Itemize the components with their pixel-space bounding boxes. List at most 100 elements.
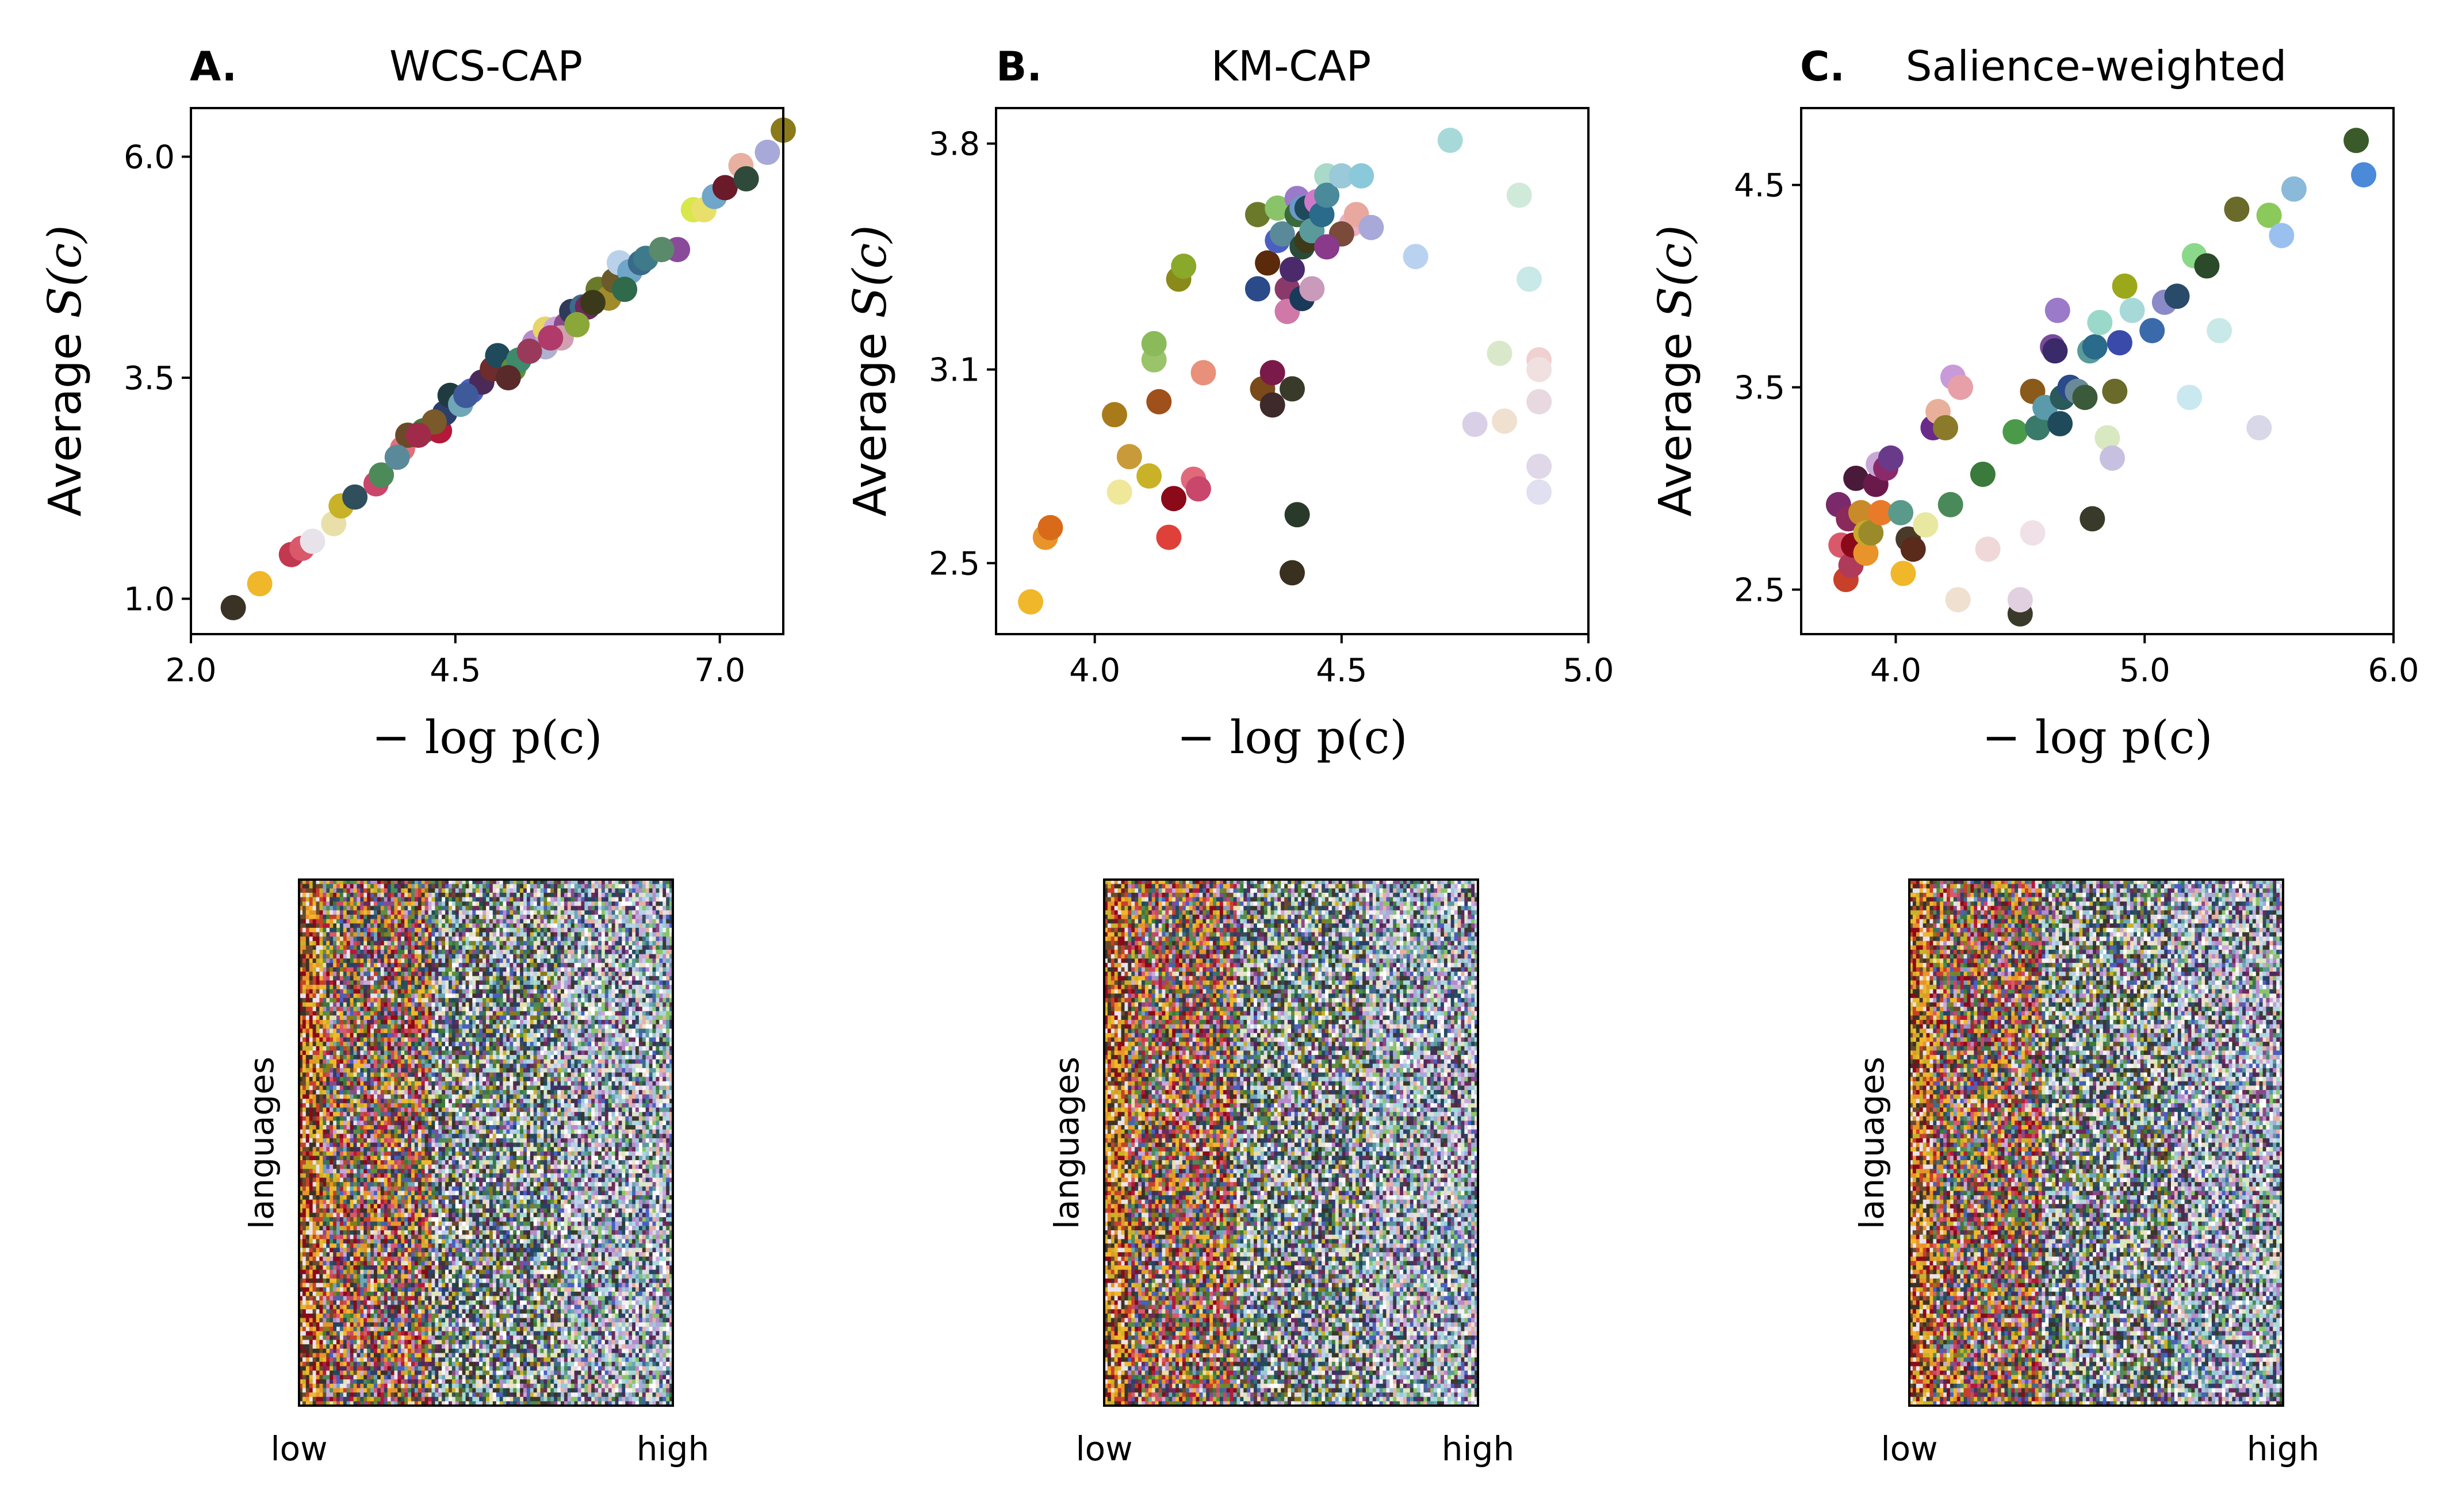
matrix-cell <box>336 1095 340 1099</box>
matrix-cell <box>309 1340 313 1345</box>
matrix-cell <box>323 1073 327 1077</box>
matrix-cell <box>323 1261 327 1265</box>
matrix-cell <box>343 901 347 906</box>
matrix-cell <box>330 1283 334 1288</box>
matrix-cell <box>333 954 337 959</box>
matrix-cell <box>343 1300 347 1305</box>
matrix-cell <box>326 950 330 954</box>
matrix-cell <box>319 1152 323 1156</box>
matrix-cell <box>319 1160 323 1165</box>
matrix-cell <box>313 1007 317 1011</box>
matrix-cell <box>323 1134 327 1138</box>
matrix-cell <box>323 1371 327 1375</box>
matrix-cell <box>306 884 310 889</box>
matrix-cell <box>306 980 310 985</box>
matrix-cell <box>313 1362 317 1367</box>
matrix-cell <box>333 1270 337 1275</box>
matrix-cell <box>330 1384 334 1388</box>
matrix-cell <box>336 1208 340 1213</box>
matrix-cell <box>343 1050 347 1055</box>
matrix-cell <box>302 1397 307 1402</box>
matrix-cell <box>347 1020 351 1024</box>
matrix-cell <box>302 1152 307 1156</box>
matrix-cell <box>336 1134 340 1138</box>
matrix-cell <box>326 1042 330 1046</box>
matrix-cell <box>319 1384 323 1388</box>
matrix-cell <box>309 1379 313 1384</box>
matrix-cell <box>333 1208 337 1213</box>
matrix-cell <box>326 1344 330 1349</box>
matrix-cell <box>319 1230 323 1235</box>
matrix-cell <box>336 1322 340 1327</box>
matrix-cell <box>302 1160 307 1165</box>
matrix-cell <box>333 1331 337 1336</box>
matrix-cell <box>313 884 317 889</box>
matrix-cell <box>340 1336 344 1340</box>
matrix-cell <box>343 941 347 946</box>
matrix-cell <box>316 1020 320 1024</box>
matrix-cell <box>302 1292 307 1296</box>
matrix-cell <box>336 1103 340 1108</box>
matrix-cell <box>309 1204 313 1208</box>
matrix-cell <box>323 1077 327 1081</box>
scatter-point <box>247 571 273 596</box>
matrix-cell <box>326 1160 330 1165</box>
matrix-cell <box>343 1090 347 1095</box>
matrix-cell <box>323 1173 327 1178</box>
matrix-cell <box>343 897 347 902</box>
matrix-cell <box>313 1095 317 1099</box>
matrix-cell <box>316 1261 320 1265</box>
matrix-cell <box>340 1007 344 1011</box>
matrix-cell <box>302 993 307 998</box>
matrix-cell <box>313 980 317 985</box>
matrix-cell <box>347 884 351 889</box>
matrix-cell <box>316 1077 320 1081</box>
matrix-cell <box>347 1064 351 1068</box>
matrix-cell <box>343 1204 347 1208</box>
matrix-cell <box>340 915 344 919</box>
matrix-cell <box>316 1388 320 1393</box>
matrix-cell <box>309 1318 313 1323</box>
matrix-cell <box>347 968 351 972</box>
matrix-cell <box>319 893 323 897</box>
matrix-cell <box>343 1379 347 1384</box>
matrix-cell <box>313 1090 317 1095</box>
matrix-cell <box>340 1050 344 1055</box>
matrix-cell <box>319 1388 323 1393</box>
matrix-cell <box>340 1235 344 1239</box>
matrix-cell <box>343 1208 347 1213</box>
matrix-cell <box>306 1134 310 1138</box>
matrix-cell <box>333 1187 337 1191</box>
matrix-cell <box>306 897 310 902</box>
matrix-cell <box>309 1081 313 1086</box>
matrix-cell <box>330 972 334 976</box>
matrix-cell <box>340 1322 344 1327</box>
matrix-cell <box>330 1217 334 1222</box>
matrix-cell <box>347 888 351 893</box>
matrix-cell <box>309 1077 313 1081</box>
matrix-cell <box>316 937 320 941</box>
matrix-cell <box>306 998 310 1003</box>
matrix-cell <box>323 968 327 972</box>
matrix-cell <box>309 958 313 963</box>
matrix-cell <box>343 1108 347 1112</box>
matrix-cell <box>347 976 351 981</box>
matrix-cell <box>302 1384 307 1388</box>
matrix-cell <box>347 1120 351 1125</box>
matrix-cell <box>319 1029 323 1033</box>
matrix-cell <box>302 1265 307 1270</box>
matrix-cell <box>313 963 317 968</box>
matrix-cell <box>336 1156 340 1160</box>
matrix-cell <box>319 1038 323 1042</box>
matrix-cell <box>326 1003 330 1007</box>
matrix-cell <box>319 1392 323 1397</box>
matrix-cell <box>326 1252 330 1257</box>
matrix-cell <box>313 1195 317 1200</box>
matrix-cell <box>330 1230 334 1235</box>
matrix-cell <box>330 1336 334 1340</box>
matrix-cell <box>347 985 351 989</box>
matrix-cell <box>336 1195 340 1200</box>
matrix-cell <box>323 1169 327 1173</box>
matrix-cell <box>319 897 323 902</box>
matrix-cell <box>323 1252 327 1257</box>
